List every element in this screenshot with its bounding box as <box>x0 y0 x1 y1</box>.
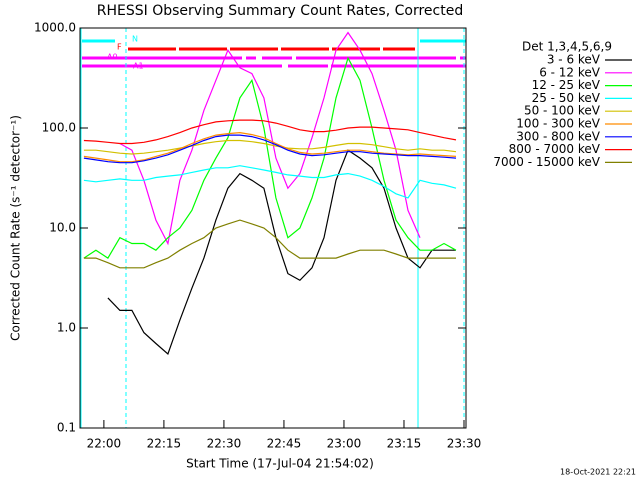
flag-label: A0 <box>107 53 118 62</box>
legend-label: 12 - 25 keV <box>532 78 601 92</box>
legend-label: 6 - 12 keV <box>539 65 601 79</box>
legend-label: 25 - 50 keV <box>532 91 601 105</box>
legend-label: 100 - 300 keV <box>516 117 600 131</box>
legend-label: 300 - 800 keV <box>516 129 600 143</box>
x-tick-label: 22:45 <box>267 437 302 451</box>
legend-label: 3 - 6 keV <box>547 53 601 67</box>
x-tick-label: 22:30 <box>207 437 242 451</box>
series-line <box>83 131 457 163</box>
chart-title: RHESSI Observing Summary Count Rates, Co… <box>97 3 463 19</box>
y-tick-label: 100.0 <box>42 121 76 135</box>
flag-label: N <box>132 35 138 44</box>
y-tick-label: 0.1 <box>57 421 76 435</box>
series-line <box>83 165 457 199</box>
y-tick-label: 10.0 <box>49 221 76 235</box>
y-axis-label: Corrected Count Rate (s⁻¹ detector⁻¹) <box>9 115 23 341</box>
x-axis-label: Start Time (17-Jul-04 21:54:02) <box>186 457 374 471</box>
series-line <box>83 219 456 269</box>
y-tick-label: 1.0 <box>57 321 76 335</box>
series-line <box>83 139 457 155</box>
series-line <box>83 134 457 164</box>
x-tick-label: 23:15 <box>387 437 422 451</box>
x-tick-label: 23:30 <box>447 437 482 451</box>
flag-label: A1 <box>133 62 144 71</box>
series-line <box>83 119 457 145</box>
x-tick-label: 22:15 <box>147 437 182 451</box>
x-tick-label: 23:00 <box>327 437 362 451</box>
x-tick-label: 22:00 <box>87 437 122 451</box>
legend-label: 7000 - 15000 keV <box>493 155 600 169</box>
flag-label: F <box>117 43 122 52</box>
series-line <box>83 56 457 259</box>
footer: 18-Oct-2021 22:21 <box>560 468 636 477</box>
flags: N F A0 A1 <box>82 35 466 71</box>
series-line <box>107 149 456 356</box>
legend-label: 50 - 100 keV <box>524 104 601 118</box>
series-line <box>119 31 421 246</box>
legend-title: Det 1,3,4,5,6,9 <box>522 40 612 54</box>
plot-frame <box>79 27 467 429</box>
legend-label: 800 - 7000 keV <box>509 142 601 156</box>
y-tick-label: 1000.0 <box>34 21 76 35</box>
